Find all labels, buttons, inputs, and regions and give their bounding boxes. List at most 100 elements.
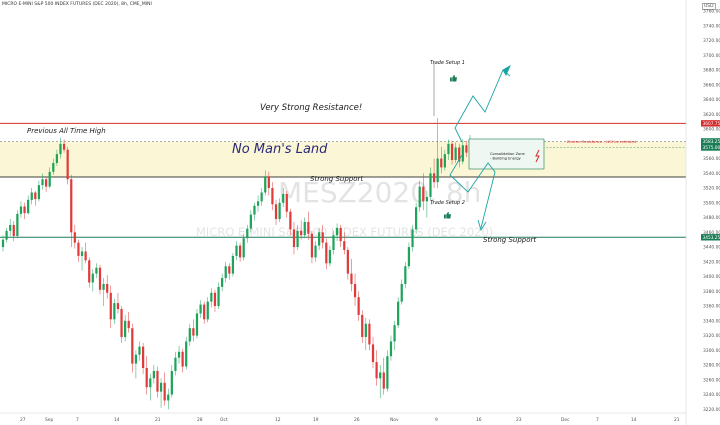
candle: [382, 357, 385, 395]
candle-body: [5, 230, 8, 240]
candle-body: [235, 245, 238, 256]
candle-body: [249, 214, 252, 229]
candle: [292, 221, 296, 255]
candle: [206, 297, 209, 323]
y-tick-label: 3300.00: [703, 348, 720, 354]
candle-body: [113, 303, 116, 320]
candle-body: [70, 179, 73, 233]
candle: [303, 217, 306, 239]
y-tick-label: 3520.00: [703, 186, 720, 192]
candle-body: [407, 247, 411, 267]
candle: [44, 177, 48, 192]
candle-body: [77, 242, 80, 256]
candle: [109, 285, 112, 329]
candle: [339, 224, 342, 248]
candle-body: [170, 370, 173, 395]
price-tag: 3453.25: [701, 234, 720, 241]
candle-body: [188, 328, 191, 342]
candle: [335, 223, 339, 242]
x-tick-label: Sep: [45, 417, 53, 423]
y-tick-label: 3220.00: [703, 407, 720, 413]
candle-body: [127, 320, 130, 329]
candle: [353, 273, 357, 307]
candle-body: [386, 356, 389, 389]
candle: [246, 224, 249, 243]
candle: [34, 191, 37, 206]
candle-body: [303, 221, 306, 236]
candle-body: [454, 147, 457, 161]
candle-body: [328, 250, 332, 264]
candle: [84, 242, 87, 264]
candle: [357, 291, 360, 321]
candle: [465, 140, 468, 158]
candle: [12, 221, 15, 242]
candle: [397, 297, 400, 329]
candle-body: [19, 206, 23, 214]
x-tick-label: 7: [76, 417, 79, 423]
y-tick-label: 3360.00: [703, 304, 720, 310]
broken-resistance-label: Broken Resistance - Will be retested: [567, 139, 637, 144]
candle: [37, 180, 41, 202]
candle: [174, 351, 177, 376]
candle: [264, 170, 267, 196]
candle: [116, 292, 120, 314]
candle-body: [27, 199, 30, 214]
candle: [102, 278, 105, 307]
candle-body: [246, 228, 249, 239]
candle-body: [289, 211, 292, 230]
candle: [138, 341, 141, 361]
x-tick-label: 16: [476, 417, 482, 423]
candle-body: [447, 143, 450, 155]
candle-body: [285, 193, 288, 212]
candle: [195, 309, 199, 339]
candle-body: [149, 378, 152, 388]
candle: [278, 198, 281, 222]
candle: [350, 258, 353, 292]
candle-body: [432, 173, 436, 183]
candle-body: [185, 341, 188, 367]
candle-body: [37, 185, 41, 200]
candle: [393, 320, 396, 351]
candle: [23, 202, 26, 220]
candle: [73, 224, 76, 249]
candle: [177, 345, 181, 364]
y-tick-label: 3260.00: [703, 377, 720, 383]
candle-body: [400, 283, 403, 302]
candle-body: [41, 179, 44, 186]
candle-body: [461, 145, 464, 162]
candle: [325, 238, 328, 270]
candle: [185, 337, 188, 370]
candle-body: [253, 205, 256, 215]
candle-body: [458, 147, 461, 162]
candle-body: [264, 176, 267, 193]
candle-body: [346, 250, 349, 274]
candle-body: [30, 192, 33, 200]
watermark-name: MICRO E-MINI S&P 500 INDEX FUTURES (DEC …: [196, 225, 493, 239]
candle: [458, 143, 461, 168]
y-tick-label: 3600.00: [703, 127, 720, 133]
candle: [260, 188, 263, 206]
candle: [120, 306, 123, 343]
candle-body: [300, 230, 303, 236]
candle: [77, 239, 80, 262]
candle-body: [124, 320, 127, 338]
candle: [238, 242, 242, 262]
candle-body: [59, 143, 62, 155]
price-tag: 3575.00: [701, 144, 720, 151]
candle-body: [23, 206, 26, 214]
candle: [461, 139, 464, 165]
candle-body: [134, 354, 138, 364]
candle: [318, 227, 321, 251]
y-tick-label: 3340.00: [703, 318, 720, 324]
candle: [167, 388, 170, 410]
candle: [253, 202, 256, 221]
lightning-icon: [535, 149, 540, 163]
candle-body: [314, 245, 317, 258]
candle: [19, 201, 23, 218]
x-tick-label: 7: [596, 417, 599, 423]
candle: [59, 137, 62, 159]
candle: [113, 298, 116, 324]
watermark-symbol: MESZ2020, 8h: [278, 176, 481, 209]
candle-body: [274, 204, 278, 220]
